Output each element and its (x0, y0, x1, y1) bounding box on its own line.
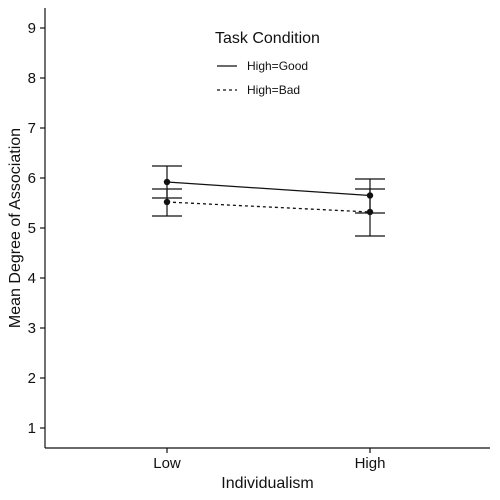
legend-items: High=Good High=Bad (217, 59, 308, 97)
y-tick-label: 4 (28, 270, 36, 287)
x-ticks: Low High (153, 448, 385, 472)
legend-label: High=Bad (247, 83, 300, 97)
y-tick-label: 8 (28, 70, 36, 87)
y-tick-label: 9 (28, 20, 36, 37)
data-point (163, 178, 171, 186)
y-tick-label: 7 (28, 120, 36, 137)
data-point (163, 198, 171, 206)
legend: Task Condition High=Good High=Bad (215, 30, 320, 97)
x-tick-label: Low (153, 455, 181, 472)
legend-label: High=Good (247, 59, 308, 73)
series-group (152, 165, 385, 214)
data-point (366, 208, 374, 216)
y-tick-label: 6 (28, 170, 36, 187)
plot-series (152, 165, 385, 237)
legend-title: Task Condition (215, 30, 320, 47)
axes: 1 2 3 4 5 6 7 8 9 Low High (28, 8, 490, 472)
y-tick-label: 2 (28, 370, 36, 387)
series-line (166, 181, 371, 197)
series-line (166, 201, 371, 213)
y-ticks: 1 2 3 4 5 6 7 8 9 (28, 20, 45, 437)
y-tick-label: 1 (28, 420, 36, 437)
y-axis-title: Mean Degree of Association (7, 128, 24, 328)
y-tick-label: 5 (28, 220, 36, 237)
x-tick-label: High (355, 455, 386, 472)
x-axis-title: Individualism (221, 475, 313, 492)
series-group (152, 188, 385, 237)
y-tick-label: 3 (28, 320, 36, 337)
